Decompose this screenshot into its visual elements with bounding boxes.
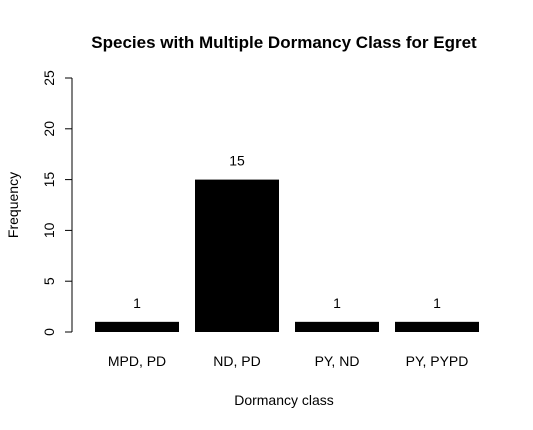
bar-value-label: 1 [333, 295, 341, 311]
bar-value-label: 1 [433, 295, 441, 311]
bar-value-label: 15 [229, 153, 245, 169]
y-tick-label: 20 [41, 121, 57, 137]
x-tick-label: MPD, PD [108, 353, 166, 369]
bar [95, 321, 179, 332]
chart-title: Species with Multiple Dormancy Class for… [91, 33, 477, 52]
y-axis-label: Frequency [5, 172, 21, 238]
bar-value-labels: 1 15 1 1 [133, 153, 441, 311]
bar-value-label: 1 [133, 295, 141, 311]
bar [295, 321, 379, 332]
x-tick-label: PY, ND [315, 353, 360, 369]
x-axis-tick-labels: MPD, PD ND, PD PY, ND PY, PYPD [108, 353, 469, 369]
y-tick-label: 15 [41, 172, 57, 188]
y-tick-label: 0 [41, 328, 57, 336]
bars [95, 179, 479, 332]
y-tick-label: 25 [41, 70, 57, 86]
y-axis-ticks: 0 5 10 15 20 25 [41, 70, 72, 336]
x-axis-label: Dormancy class [234, 392, 334, 408]
x-tick-label: ND, PD [213, 353, 260, 369]
y-axis: 0 5 10 15 20 25 [41, 70, 73, 336]
bar [195, 179, 279, 332]
y-tick-label: 10 [41, 222, 57, 238]
bar [395, 321, 479, 332]
y-tick-label: 5 [41, 277, 57, 285]
x-tick-label: PY, PYPD [406, 353, 469, 369]
